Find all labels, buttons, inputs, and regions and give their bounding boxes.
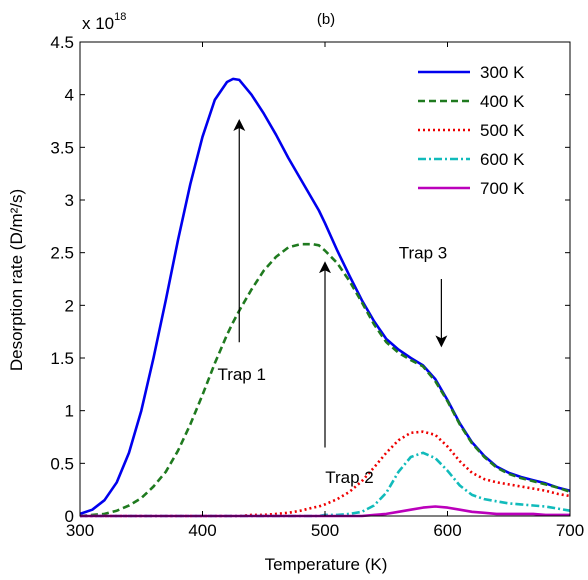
legend-label-0: 300 K xyxy=(480,63,525,82)
y-tick-label: 1 xyxy=(65,402,74,421)
legend-label-3: 600 K xyxy=(480,150,525,169)
x-tick-label: 600 xyxy=(433,521,461,540)
y-tick-label: 2 xyxy=(65,296,74,315)
x-tick-label: 400 xyxy=(188,521,216,540)
y-multiplier-exponent: 18 xyxy=(114,11,126,23)
y-tick-label: 2.5 xyxy=(50,244,74,263)
legend-label-4: 700 K xyxy=(480,179,525,198)
x-tick-label: 500 xyxy=(311,521,339,540)
x-tick-label: 700 xyxy=(556,521,584,540)
chart-title: (b) xyxy=(317,11,335,28)
y-tick-label: 4 xyxy=(65,86,74,105)
y-multiplier-label: x 1018 xyxy=(82,11,126,33)
y-tick-label: 4.5 xyxy=(50,33,74,52)
legend-label-2: 500 K xyxy=(480,121,525,140)
legend: 300 K 400 K 500 K 600 K 700 K xyxy=(418,63,525,198)
y-tick-label: 3.5 xyxy=(50,138,74,157)
x-axis-label: Temperature (K) xyxy=(265,555,388,574)
y-tick-label: 0 xyxy=(65,507,74,526)
y-tick-label: 0.5 xyxy=(50,454,74,473)
annotation-label-3: Trap 3 xyxy=(399,244,448,263)
annotation-label-2: Trap 2 xyxy=(325,468,374,487)
legend-label-1: 400 K xyxy=(480,92,525,111)
annotation-label-1: Trap 1 xyxy=(217,365,266,384)
y-tick-label: 3 xyxy=(65,191,74,210)
y-multiplier-base: x 10 xyxy=(82,14,114,33)
y-tick-label: 1.5 xyxy=(50,349,74,368)
y-axis-label: Desorption rate (D/m²/s) xyxy=(7,189,26,371)
